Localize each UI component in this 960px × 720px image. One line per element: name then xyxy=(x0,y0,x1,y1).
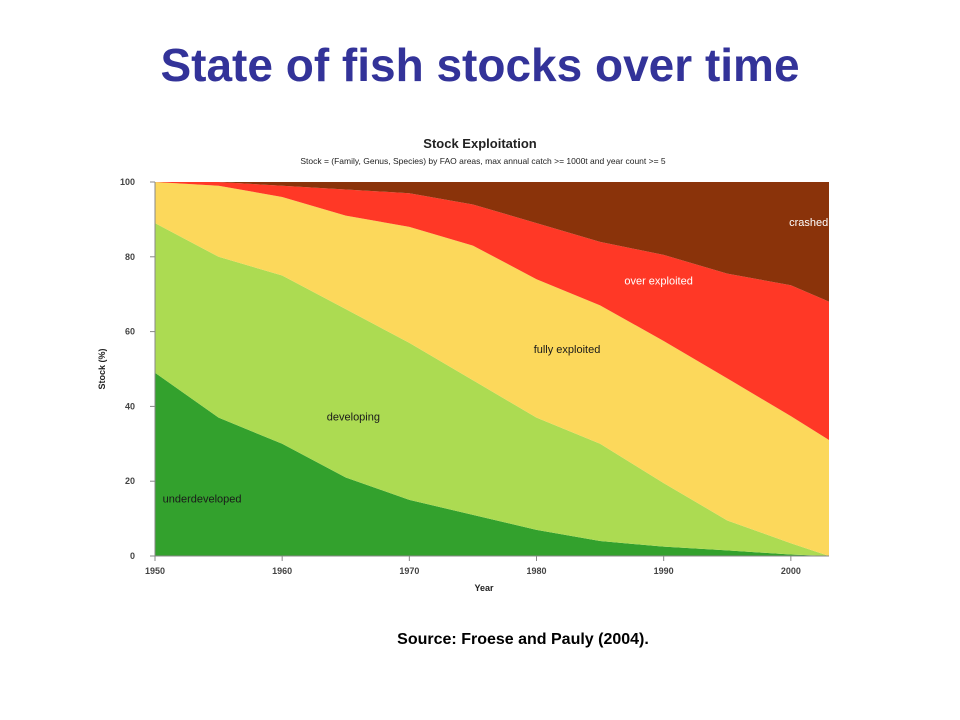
area-underdeveloped xyxy=(155,372,829,556)
x-tick-label: 1950 xyxy=(145,566,165,576)
y-tick-label: 80 xyxy=(125,252,135,262)
area-label-over-exploited: over exploited xyxy=(624,276,693,288)
area-series-group xyxy=(155,182,829,556)
area-label-underdeveloped: underdeveloped xyxy=(163,493,242,505)
area-labels-group: underdeveloped developing fully exploited o… xyxy=(163,217,829,505)
area-fully-exploited xyxy=(155,182,829,556)
x-tick-label: 1960 xyxy=(272,566,292,576)
slide-title: State of fish stocks over time xyxy=(160,39,800,91)
area-developing xyxy=(155,223,829,556)
area-label-crashed: crashed xyxy=(789,217,828,229)
area-label-fully-exploited: fully exploited xyxy=(534,344,601,356)
chart-subtitle: Stock = (Family, Genus, Species) by FAO … xyxy=(300,156,666,166)
x-tick-label: 1980 xyxy=(526,566,546,576)
y-tick-label: 60 xyxy=(125,327,135,337)
area-crashed xyxy=(155,182,829,302)
x-axis: 1950 1960 1970 1980 1990 2000 xyxy=(145,555,829,576)
source-citation: Source: Froese and Pauly (2004). xyxy=(397,631,649,648)
x-axis-label: Year xyxy=(474,583,494,593)
y-axis: 0 20 40 60 80 100 xyxy=(120,177,156,561)
chart-title: Stock Exploitation xyxy=(423,136,536,151)
y-tick-label: 40 xyxy=(125,401,135,411)
area-over-exploited xyxy=(155,182,829,441)
x-tick-label: 1970 xyxy=(399,566,419,576)
y-tick-label: 100 xyxy=(120,177,135,187)
y-tick-label: 20 xyxy=(125,476,135,486)
y-axis-label: Stock (%) xyxy=(97,348,107,389)
x-tick-label: 2000 xyxy=(781,566,801,576)
area-label-developing: developing xyxy=(327,411,380,423)
x-tick-label: 1990 xyxy=(654,566,674,576)
y-tick-label: 0 xyxy=(130,551,135,561)
